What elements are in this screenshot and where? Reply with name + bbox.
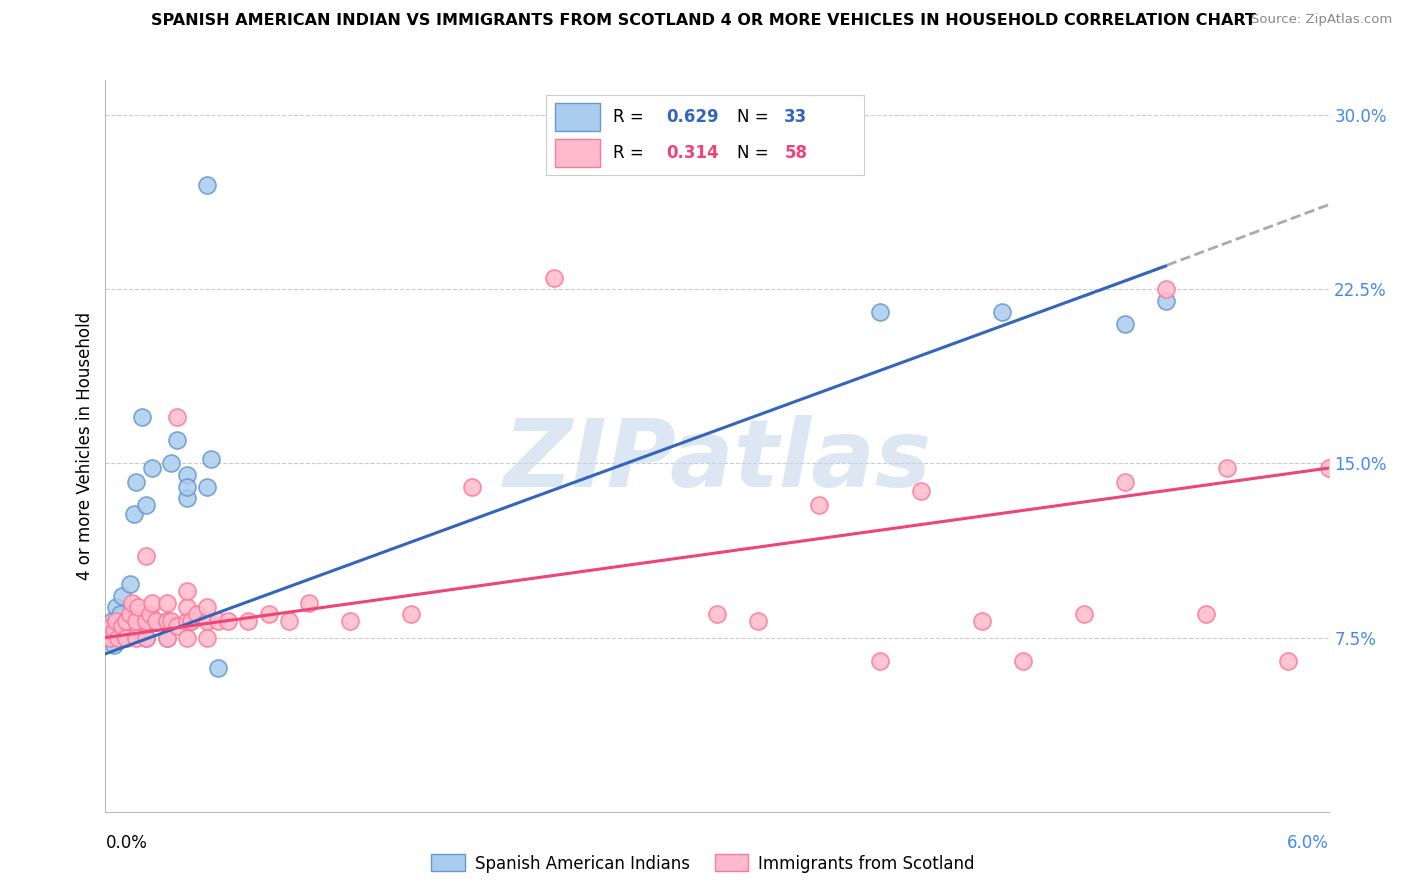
- Point: [145, 615, 167, 629]
- Point: [207, 661, 229, 675]
- Legend: Spanish American Indians, Immigrants from Scotland: Spanish American Indians, Immigrants fro…: [425, 847, 981, 880]
- Point: [180, 615, 202, 629]
- Point: [111, 589, 134, 603]
- Point: [1317, 461, 1340, 475]
- Point: [176, 631, 198, 645]
- Point: [155, 615, 177, 629]
- Point: [159, 615, 181, 629]
- Point: [339, 615, 361, 629]
- Point: [461, 480, 484, 494]
- Point: [100, 615, 122, 629]
- Point: [1277, 654, 1299, 668]
- Point: [176, 600, 198, 615]
- Point: [176, 480, 198, 494]
- Point: [135, 631, 157, 645]
- Point: [98, 624, 121, 638]
- Point: [118, 607, 141, 622]
- Point: [115, 631, 138, 645]
- Point: [125, 475, 148, 489]
- Point: [115, 615, 138, 629]
- Point: [111, 619, 134, 633]
- Point: [869, 305, 891, 319]
- Point: [141, 461, 163, 475]
- Point: [910, 484, 932, 499]
- Point: [135, 615, 157, 629]
- Point: [543, 270, 565, 285]
- Text: SPANISH AMERICAN INDIAN VS IMMIGRANTS FROM SCOTLAND 4 OR MORE VEHICLES IN HOUSEH: SPANISH AMERICAN INDIAN VS IMMIGRANTS FR…: [150, 13, 1256, 29]
- Point: [1154, 282, 1177, 296]
- Point: [195, 615, 219, 629]
- Point: [115, 615, 138, 629]
- Point: [401, 607, 423, 622]
- Point: [180, 615, 202, 629]
- Point: [104, 615, 127, 629]
- Text: ZIPatlas: ZIPatlas: [503, 415, 931, 507]
- Point: [195, 600, 219, 615]
- Point: [108, 607, 131, 622]
- Point: [115, 631, 138, 645]
- Point: [747, 615, 769, 629]
- Point: [869, 654, 891, 668]
- Point: [1215, 461, 1237, 475]
- Point: [807, 498, 830, 512]
- Point: [257, 607, 280, 622]
- Point: [103, 638, 125, 652]
- Point: [122, 508, 145, 522]
- Point: [176, 491, 198, 506]
- Point: [207, 615, 229, 629]
- Point: [200, 451, 222, 466]
- Point: [159, 457, 181, 471]
- Point: [121, 596, 143, 610]
- Point: [1195, 607, 1218, 622]
- Point: [141, 596, 163, 610]
- Point: [127, 615, 149, 629]
- Point: [195, 480, 219, 494]
- Point: [155, 631, 177, 645]
- Point: [135, 631, 157, 645]
- Point: [155, 596, 177, 610]
- Point: [139, 615, 162, 629]
- Point: [104, 600, 127, 615]
- Point: [1154, 293, 1177, 308]
- Point: [125, 615, 148, 629]
- Point: [131, 409, 153, 424]
- Point: [135, 498, 157, 512]
- Point: [1114, 475, 1136, 489]
- Y-axis label: 4 or more Vehicles in Household: 4 or more Vehicles in Household: [76, 312, 94, 580]
- Point: [166, 619, 188, 633]
- Point: [100, 619, 122, 633]
- Point: [118, 577, 141, 591]
- Point: [298, 596, 321, 610]
- Point: [186, 607, 208, 622]
- Point: [107, 631, 129, 645]
- Point: [135, 549, 157, 564]
- Point: [217, 615, 239, 629]
- Point: [176, 468, 198, 483]
- Point: [1011, 654, 1033, 668]
- Point: [155, 631, 177, 645]
- Point: [236, 615, 259, 629]
- Point: [970, 615, 993, 629]
- Point: [176, 584, 198, 599]
- Point: [1073, 607, 1095, 622]
- Text: Source: ZipAtlas.com: Source: ZipAtlas.com: [1251, 13, 1392, 27]
- Point: [176, 615, 198, 629]
- Text: 6.0%: 6.0%: [1286, 834, 1329, 852]
- Point: [127, 600, 149, 615]
- Point: [166, 409, 188, 424]
- Point: [98, 631, 121, 645]
- Point: [1114, 317, 1136, 331]
- Point: [103, 624, 125, 638]
- Text: 0.0%: 0.0%: [105, 834, 148, 852]
- Point: [706, 607, 728, 622]
- Point: [195, 631, 219, 645]
- Point: [125, 631, 148, 645]
- Point: [155, 615, 177, 629]
- Point: [278, 615, 301, 629]
- Point: [166, 433, 188, 447]
- Point: [139, 607, 162, 622]
- Point: [991, 305, 1014, 319]
- Point: [195, 178, 219, 192]
